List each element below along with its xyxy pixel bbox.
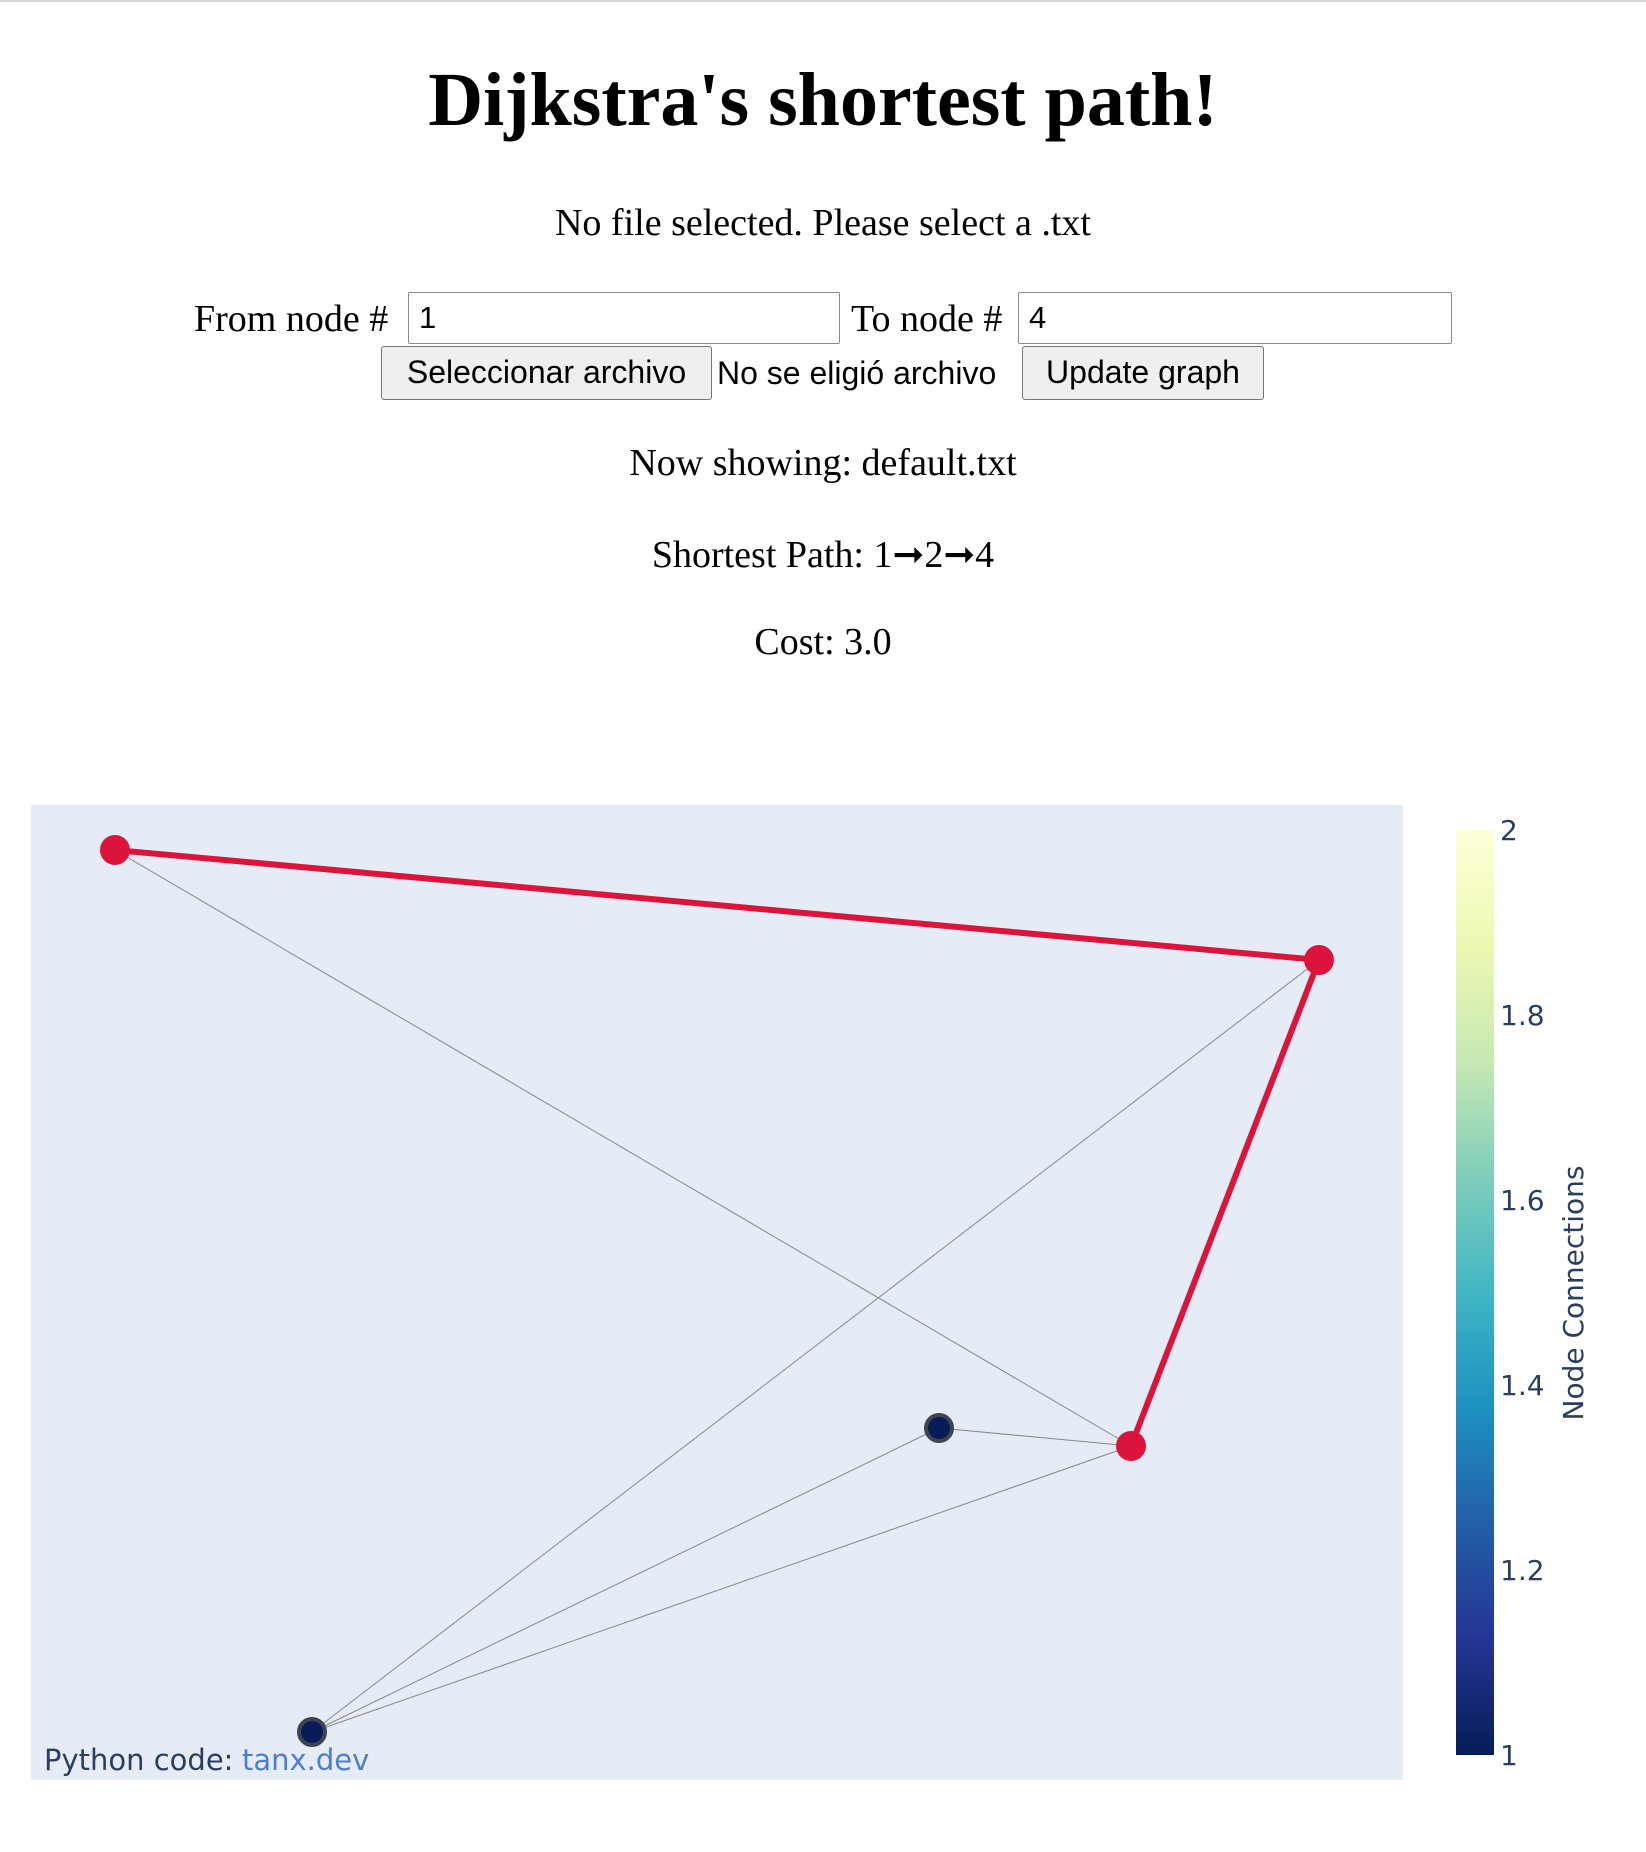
- graph-edge-2-5: [311, 959, 1320, 1733]
- colorbar-title: Node Connections: [1557, 1166, 1590, 1421]
- graph-edge-3-5: [311, 1427, 940, 1733]
- network-graph[interactable]: Python code: tanx.dev 1 1.2 1.4 1.6 1.8 2 Nod…: [0, 780, 1646, 1852]
- graph-node-2[interactable]: [1304, 945, 1334, 975]
- path-layer: [114, 847, 1322, 1448]
- colorbar: [1456, 830, 1494, 1755]
- plot-area: [31, 805, 1403, 1780]
- graph-node-1[interactable]: [100, 835, 130, 865]
- from-node-input[interactable]: [408, 292, 840, 344]
- top-border: [0, 0, 1646, 2]
- graph-node-3[interactable]: [924, 1413, 954, 1443]
- colorbar-tick-label: 1.8: [1500, 999, 1545, 1032]
- colorbar-tick-label: 2: [1500, 814, 1518, 847]
- footer-prefix: Python code:: [44, 1743, 233, 1777]
- footer-link[interactable]: tanx.dev: [242, 1743, 369, 1777]
- path-edge-2-4: [1128, 958, 1322, 1448]
- to-node-label: To node #: [851, 298, 1003, 340]
- file-prompt: No file selected. Please select a .txt: [554, 202, 1091, 244]
- graph-edge-4-5: [311, 1445, 1132, 1733]
- shortest-path-text: Shortest Path: 1➞2➞4: [651, 534, 995, 576]
- colorbar-tick-label: 1.6: [1500, 1184, 1545, 1217]
- to-node-input[interactable]: [1018, 292, 1452, 344]
- page-title: Dijkstra's shortest path!: [428, 58, 1218, 142]
- graph-node-5[interactable]: [297, 1717, 327, 1747]
- update-graph-button[interactable]: Update graph: [1022, 346, 1264, 400]
- colorbar-tick-label: 1.4: [1500, 1369, 1545, 1402]
- colorbar-ticks: 1 1.2 1.4 1.6 1.8 2: [1500, 814, 1545, 1772]
- graph-node-4[interactable]: [1116, 1431, 1146, 1461]
- path-edge-1-2: [114, 847, 1320, 963]
- file-status-text: No se eligió archivo: [717, 355, 997, 391]
- nodes-layer[interactable]: [100, 835, 1334, 1747]
- graph-edge-3-4: [938, 1427, 1132, 1447]
- graph-edge-1-4: [114, 849, 1132, 1447]
- from-node-label: From node #: [194, 298, 389, 340]
- choose-file-button[interactable]: Seleccionar archivo: [381, 346, 712, 400]
- node-form: From node # To node #: [0, 292, 1646, 346]
- now-showing-text: Now showing: default.txt: [629, 442, 1017, 484]
- colorbar-tick-label: 1.2: [1500, 1554, 1545, 1587]
- cost-text: Cost: 3.0: [754, 621, 892, 663]
- colorbar-tick-label: 1: [1500, 1739, 1518, 1772]
